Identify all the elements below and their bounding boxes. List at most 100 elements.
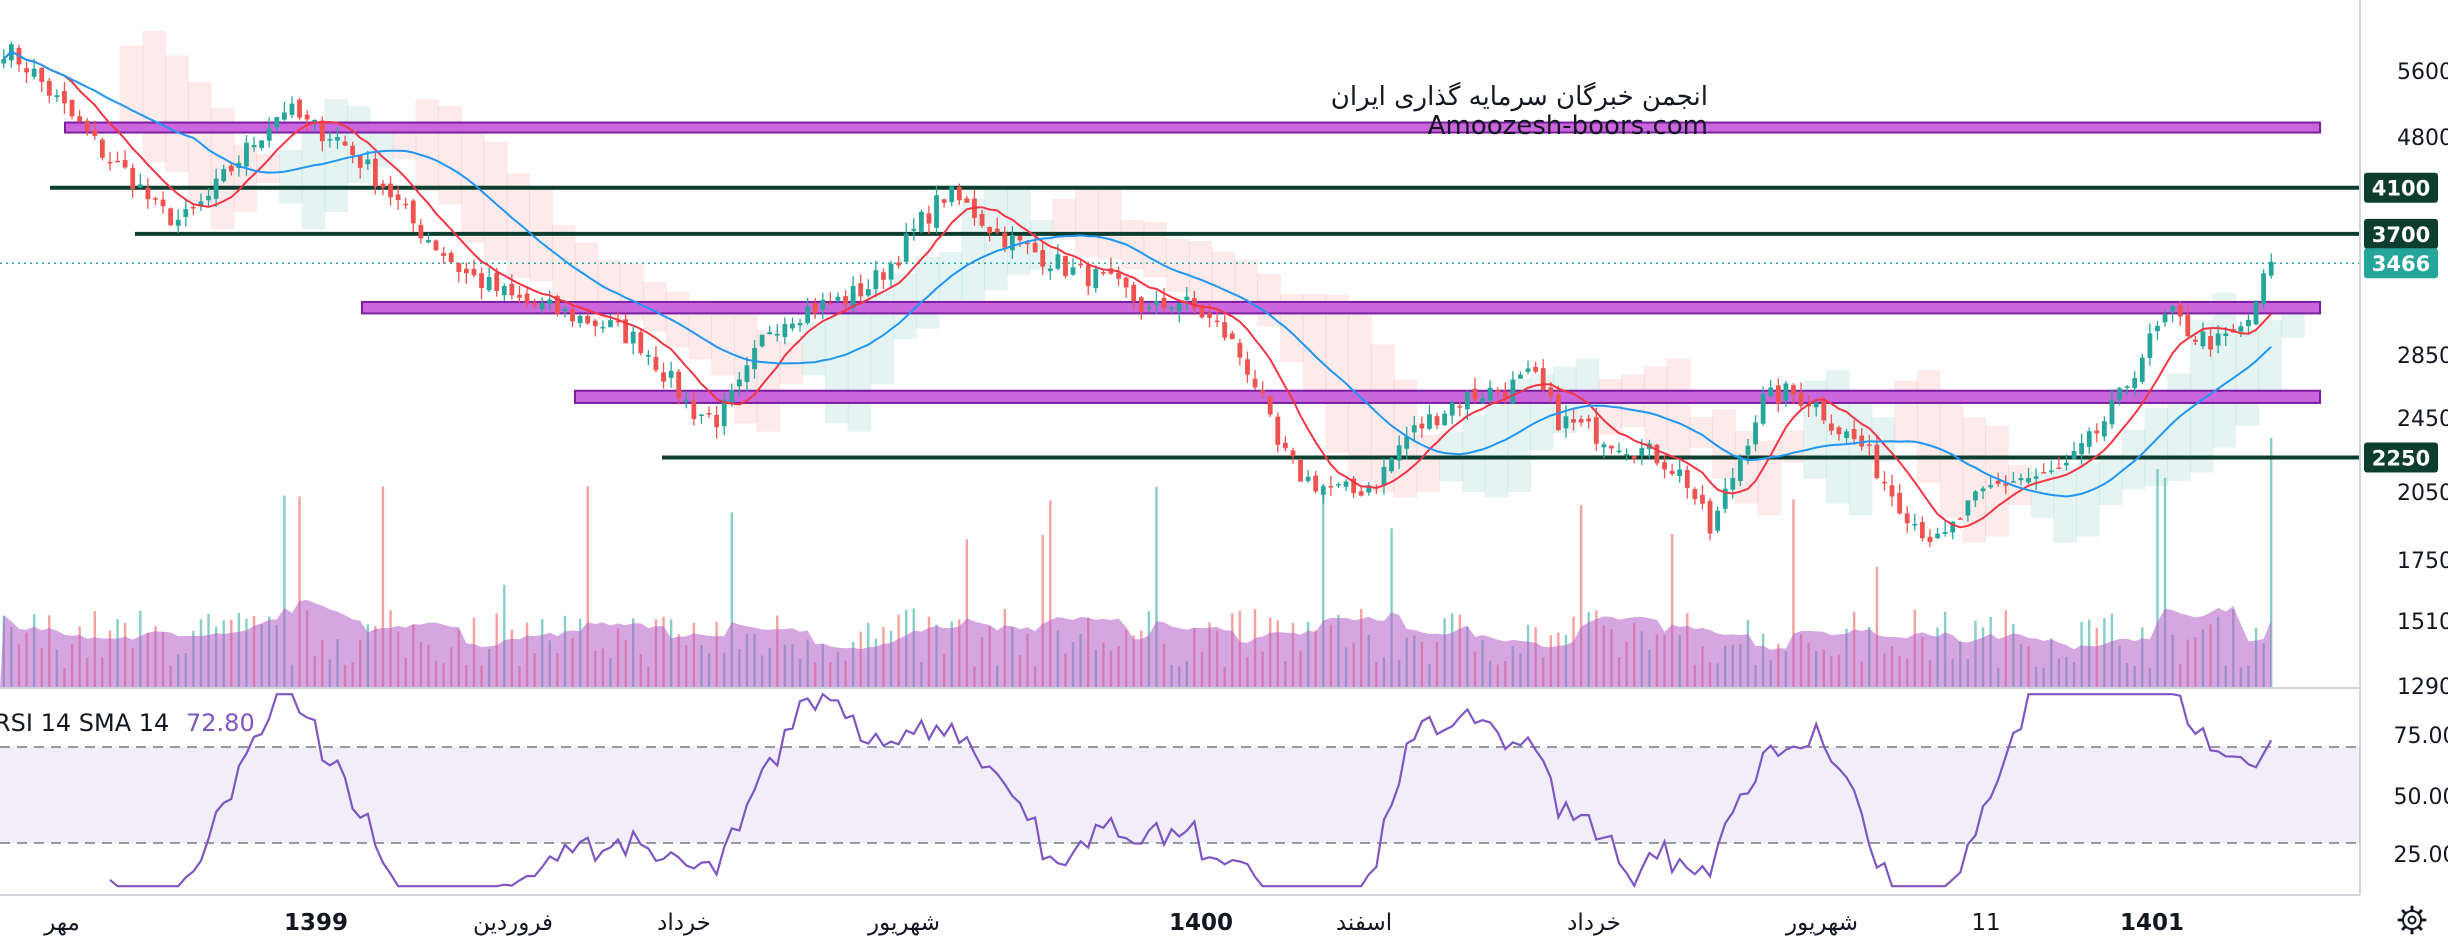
candle-body xyxy=(1624,454,1630,456)
candle-body xyxy=(2170,306,2176,312)
volume-bar xyxy=(381,486,385,688)
candle-body xyxy=(2094,430,2100,434)
candle-body xyxy=(1525,368,1531,372)
time-axis[interactable]: مهر 1399 فروردین خرداد شهریور 1400 اسفند… xyxy=(43,910,2184,936)
candle-body xyxy=(2223,333,2229,337)
candle-body xyxy=(221,168,227,182)
candle-body xyxy=(1480,398,1485,403)
candle-body xyxy=(2162,314,2168,323)
candle-body xyxy=(145,187,151,200)
candle-body xyxy=(1457,406,1463,408)
candle-body xyxy=(911,228,917,231)
price-tag-label: 4100 xyxy=(2372,177,2430,201)
candle-body xyxy=(1700,494,1705,504)
candle-body xyxy=(956,186,962,201)
candle-body xyxy=(365,159,371,165)
cloud-segment xyxy=(324,99,349,212)
candle-body xyxy=(1381,467,1387,486)
candle-body xyxy=(1169,307,1175,309)
candle-body xyxy=(600,326,606,329)
time-tick: شهریور xyxy=(867,910,940,936)
rsi-line xyxy=(109,692,2273,888)
candle-body xyxy=(729,389,735,403)
price-axis[interactable]: 5600 4800 2850 2450 2050 1750 1510 1290 xyxy=(2397,60,2448,700)
candle-body xyxy=(501,286,507,296)
cloud-segment xyxy=(165,55,189,172)
candle-body xyxy=(1533,366,1539,372)
candle-body xyxy=(2261,273,2267,304)
candle-body xyxy=(661,372,666,382)
candle-body xyxy=(941,199,947,203)
candle-body xyxy=(153,198,158,200)
candle-body xyxy=(1093,269,1099,289)
candle-body xyxy=(115,160,120,163)
price-tag: 2250 xyxy=(2364,442,2438,473)
candle-body xyxy=(1252,378,1258,388)
candle-body xyxy=(1882,481,1887,484)
price-tick: 2850 xyxy=(2397,344,2448,369)
candle-body xyxy=(2010,481,2016,483)
gear-icon[interactable] xyxy=(2397,905,2427,935)
ma-fast-line xyxy=(3,50,2272,529)
watermark-line2: Amoozesh-boors.com xyxy=(1428,111,1708,141)
candle-body xyxy=(213,178,219,199)
cloud-segment xyxy=(1962,417,1987,543)
time-tick: 1401 xyxy=(2120,910,2184,936)
candle-body xyxy=(39,67,45,82)
candle-body xyxy=(2238,326,2244,332)
cloud-segment xyxy=(1097,189,1122,259)
candle-body xyxy=(524,293,530,303)
cloud-segment xyxy=(1689,416,1714,449)
candle-body xyxy=(1578,418,1584,423)
candle-body xyxy=(1282,442,1288,449)
candle-body xyxy=(1737,457,1743,482)
candle-body xyxy=(554,296,560,314)
candle-body xyxy=(1184,296,1190,301)
candle-body xyxy=(539,302,545,310)
candle-body xyxy=(395,194,401,201)
volume-bar xyxy=(1155,486,1158,688)
cloud-segment xyxy=(256,154,280,184)
candle-body xyxy=(964,198,970,203)
candle-body xyxy=(403,203,409,206)
candle-body xyxy=(1237,343,1243,358)
candle-body xyxy=(1290,450,1296,457)
ichimoku-cloud xyxy=(119,30,2305,543)
cloud-segment xyxy=(802,321,826,376)
candle-body xyxy=(691,400,697,419)
candle-body xyxy=(2101,421,2107,437)
candle-body xyxy=(486,276,492,291)
candle-body xyxy=(1866,444,1872,446)
price-tick: 2450 xyxy=(2397,407,2448,432)
cloud-segment xyxy=(2167,373,2191,481)
candle-body xyxy=(1487,387,1493,401)
candle-body xyxy=(380,183,386,188)
candle-body xyxy=(1889,485,1895,497)
candle-body xyxy=(426,240,431,243)
candle-body xyxy=(1245,359,1250,375)
candle-body xyxy=(107,161,113,164)
candle-body xyxy=(1176,303,1182,312)
cloud-segment xyxy=(2258,320,2282,392)
cloud-segment xyxy=(1166,238,1190,292)
candle-body xyxy=(1009,235,1015,251)
candle-body xyxy=(865,289,871,296)
candle-body xyxy=(1191,298,1197,309)
candle-body xyxy=(1419,423,1425,429)
candle-body xyxy=(281,112,287,120)
candle-body xyxy=(266,128,272,141)
candle-body xyxy=(706,413,712,415)
candle-body xyxy=(77,116,83,122)
level-lines xyxy=(0,185,2360,460)
candle-body xyxy=(1351,478,1357,494)
candle-body xyxy=(843,296,848,305)
candle-body xyxy=(987,227,993,234)
candle-body xyxy=(592,320,598,327)
rsi-legend-name[interactable]: RSI 14 SMA 14 xyxy=(0,709,169,737)
candle-body xyxy=(1874,444,1880,479)
candle-body xyxy=(1669,470,1675,474)
cloud-segment xyxy=(938,252,963,312)
candle-body xyxy=(1411,425,1417,433)
candle-body xyxy=(228,165,234,172)
